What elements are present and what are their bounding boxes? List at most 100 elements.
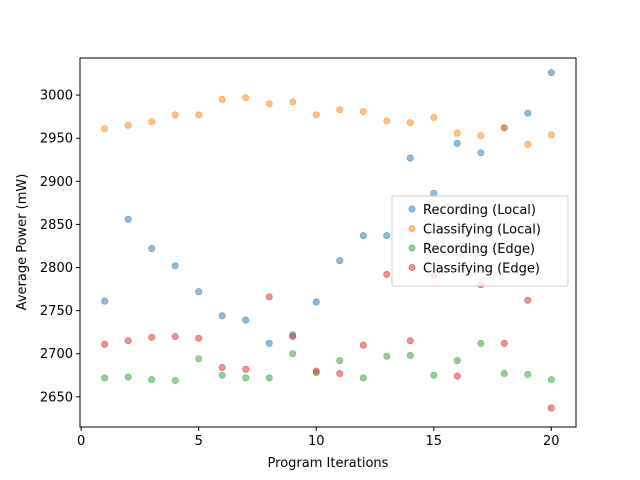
data-point-series-4-11 bbox=[336, 370, 344, 378]
data-point-series-4-2 bbox=[124, 337, 132, 345]
legend-box bbox=[391, 195, 569, 287]
data-point-series-3-18 bbox=[500, 370, 508, 378]
data-point-series-2-1 bbox=[101, 125, 109, 133]
y-tick-label: 3000 bbox=[40, 89, 73, 104]
data-point-series-4-18 bbox=[500, 339, 508, 347]
data-point-series-1-16 bbox=[453, 139, 461, 147]
data-point-series-4-8 bbox=[265, 293, 273, 301]
legend-marker-1 bbox=[408, 205, 416, 213]
data-point-series-4-1 bbox=[101, 340, 109, 348]
data-point-series-3-12 bbox=[359, 374, 367, 382]
data-point-series-3-19 bbox=[524, 370, 532, 378]
data-point-series-2-10 bbox=[312, 111, 320, 119]
data-point-series-3-11 bbox=[336, 357, 344, 365]
data-point-series-1-20 bbox=[547, 69, 555, 77]
data-point-series-4-16 bbox=[453, 372, 461, 380]
legend-label-1: Recording (Local) bbox=[423, 203, 536, 218]
data-point-series-3-13 bbox=[383, 352, 391, 360]
y-tick-label: 2650 bbox=[40, 390, 73, 405]
data-point-series-1-2 bbox=[124, 215, 132, 223]
data-point-series-1-8 bbox=[265, 339, 273, 347]
x-tick-label: 0 bbox=[77, 434, 85, 449]
data-point-series-4-9 bbox=[289, 332, 297, 340]
data-point-series-4-6 bbox=[218, 364, 226, 372]
x-axis-ticks: 0 5 10 15 20 bbox=[77, 427, 560, 449]
y-tick-label: 2700 bbox=[40, 347, 73, 362]
data-point-series-1-12 bbox=[359, 232, 367, 240]
data-point-series-3-4 bbox=[171, 376, 179, 384]
data-point-series-3-17 bbox=[477, 339, 485, 347]
x-tick-label: 10 bbox=[308, 434, 325, 449]
data-point-series-4-19 bbox=[524, 296, 532, 304]
data-point-series-2-17 bbox=[477, 132, 485, 140]
data-point-series-2-18 bbox=[500, 124, 508, 132]
data-point-series-1-3 bbox=[148, 245, 156, 253]
data-point-series-2-5 bbox=[195, 111, 203, 119]
data-point-series-3-8 bbox=[265, 374, 273, 382]
data-point-series-4-13 bbox=[383, 270, 391, 278]
legend-label-2: Classifying (Local) bbox=[423, 223, 541, 238]
data-point-series-3-20 bbox=[547, 376, 555, 384]
data-point-series-2-8 bbox=[265, 100, 273, 108]
data-point-series-4-20 bbox=[547, 404, 555, 412]
data-point-series-4-12 bbox=[359, 341, 367, 349]
data-point-series-1-17 bbox=[477, 149, 485, 157]
data-point-series-1-5 bbox=[195, 288, 203, 296]
data-point-series-1-7 bbox=[242, 316, 250, 324]
data-point-series-3-1 bbox=[101, 374, 109, 382]
data-point-series-2-15 bbox=[430, 113, 438, 121]
y-axis-ticks: 2650 2700 2750 2800 2850 2900 2950 3000 bbox=[40, 89, 80, 405]
data-point-series-3-14 bbox=[406, 351, 414, 359]
legend-marker-3 bbox=[408, 244, 416, 252]
legend: Recording (Local) Classifying (Local) Reco… bbox=[391, 195, 569, 287]
data-point-series-3-6 bbox=[218, 371, 226, 379]
y-tick-label: 2750 bbox=[40, 304, 73, 319]
x-tick-label: 20 bbox=[543, 434, 560, 449]
y-tick-label: 2900 bbox=[40, 175, 73, 190]
data-point-series-2-6 bbox=[218, 95, 226, 103]
x-axis-label: Program Iterations bbox=[268, 456, 389, 471]
y-tick-label: 2950 bbox=[40, 132, 73, 147]
data-point-series-1-13 bbox=[383, 232, 391, 240]
y-tick-label: 2800 bbox=[40, 261, 73, 276]
data-points bbox=[101, 69, 555, 412]
data-point-series-3-2 bbox=[124, 373, 132, 381]
data-point-series-4-4 bbox=[171, 332, 179, 340]
data-point-series-1-6 bbox=[218, 312, 226, 320]
legend-label-3: Recording (Edge) bbox=[423, 242, 535, 257]
data-point-series-4-5 bbox=[195, 334, 203, 342]
y-axis-label: Average Power (mW) bbox=[15, 174, 30, 311]
data-point-series-2-16 bbox=[453, 129, 461, 137]
data-point-series-2-7 bbox=[242, 94, 250, 102]
data-point-series-2-14 bbox=[406, 119, 414, 127]
data-point-series-3-5 bbox=[195, 355, 203, 363]
data-point-series-3-15 bbox=[430, 371, 438, 379]
data-point-series-3-3 bbox=[148, 376, 156, 384]
data-point-series-2-3 bbox=[148, 118, 156, 126]
data-point-series-1-14 bbox=[406, 154, 414, 162]
data-point-series-4-10 bbox=[312, 367, 320, 375]
data-point-series-1-10 bbox=[312, 298, 320, 306]
x-tick-label: 15 bbox=[426, 434, 443, 449]
data-point-series-3-7 bbox=[242, 374, 250, 382]
data-point-series-2-11 bbox=[336, 106, 344, 114]
data-point-series-2-20 bbox=[547, 131, 555, 139]
data-point-series-4-14 bbox=[406, 337, 414, 345]
plot-area-frame bbox=[79, 57, 577, 428]
data-point-series-3-16 bbox=[453, 357, 461, 365]
data-point-series-2-9 bbox=[289, 98, 297, 106]
data-point-series-1-11 bbox=[336, 257, 344, 265]
data-point-series-1-4 bbox=[171, 262, 179, 270]
data-point-series-4-3 bbox=[148, 333, 156, 341]
x-tick-label: 5 bbox=[195, 434, 203, 449]
legend-marker-4 bbox=[408, 263, 416, 271]
legend-marker-2 bbox=[408, 225, 416, 233]
legend-label-4: Classifying (Edge) bbox=[423, 262, 540, 277]
data-point-series-3-9 bbox=[289, 350, 297, 358]
data-point-series-2-13 bbox=[383, 117, 391, 125]
data-point-series-1-1 bbox=[101, 297, 109, 305]
data-point-series-2-12 bbox=[359, 107, 367, 115]
data-point-series-1-19 bbox=[524, 109, 532, 117]
data-point-series-2-4 bbox=[171, 111, 179, 119]
